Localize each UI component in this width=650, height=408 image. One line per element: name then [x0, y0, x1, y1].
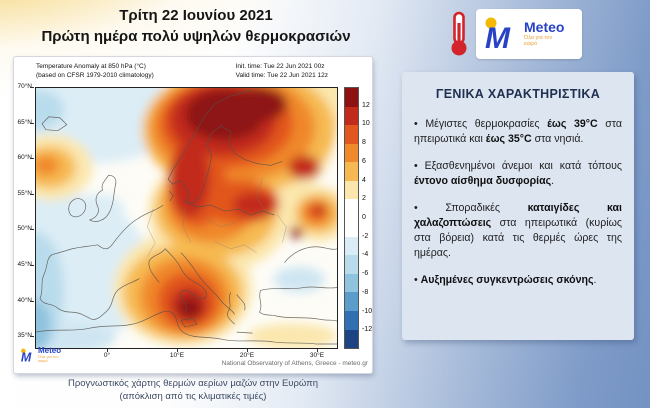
- country-borders: [147, 177, 287, 257]
- colorbar-label: 4: [362, 176, 366, 184]
- lat-tick: [30, 193, 34, 195]
- lat-tick: [30, 300, 34, 302]
- map-caption: Προγνωστικός χάρτης θερμών αερίων μαζών …: [14, 378, 372, 404]
- anomaly-field: [36, 88, 337, 348]
- lat-tick: [30, 336, 34, 338]
- title-line-2: Πρώτη ημέρα πολύ υψηλών θερμοκρασιών: [41, 27, 351, 45]
- colorbar-label: -10: [362, 307, 373, 315]
- colorbar-label: -12: [362, 326, 373, 334]
- lon-tick: [247, 349, 248, 352]
- lat-label: 60°N: [17, 154, 32, 162]
- lon-tick: [107, 349, 108, 352]
- colorbar-label: -8: [362, 288, 369, 296]
- europe-anomaly-map: [36, 88, 337, 348]
- lat-tick: [30, 87, 34, 88]
- colorbar-label: -4: [362, 251, 369, 259]
- anomaly-colorbar: [344, 87, 359, 349]
- bullet-item: • Αυξημένες συγκεντρώσεις σκόνης.: [414, 274, 597, 287]
- colorbar-segment: [345, 162, 358, 181]
- colorbar-label: 12: [362, 101, 370, 109]
- meteo-logo-box: M Meteo Όλα για τον καιρό: [476, 9, 582, 59]
- bullet-list: • Μέγιστες θερμοκρασίες έως 39°C στα ηπε…: [414, 117, 622, 288]
- colorbar-label: 8: [362, 139, 366, 147]
- title-line-1: Τρίτη 22 Ιουνίου 2021: [119, 7, 273, 24]
- meteo-m-icon: M: [485, 17, 511, 52]
- lon-tick: [317, 349, 318, 352]
- meteo-m-icon-small: M: [21, 348, 32, 363]
- colorbar-segment: [345, 199, 358, 219]
- colorbar-segment: [345, 218, 358, 237]
- map-logo-name: Meteo: [38, 346, 62, 355]
- lat-label: 35°N: [17, 332, 32, 340]
- map-subtitle: (based on CFSR 1979-2010 climatology): [36, 72, 154, 80]
- colorbar-segment: [345, 255, 358, 274]
- brand-name: Meteo: [524, 19, 565, 36]
- lat-label: 45°N: [17, 261, 32, 268]
- map-init-time: Init. time: Tue 22 Jun 2021 00z: [235, 63, 325, 70]
- bullet-item: • Μέγιστες θερμοκρασίες έως 39°C στα ηπε…: [414, 118, 622, 146]
- lon-label: 30°E: [309, 352, 325, 359]
- svg-text:M: M: [485, 22, 511, 52]
- caption-line-1: Προγνωστικός χάρτης θερμών αερίων μαζών …: [68, 378, 318, 389]
- map-title: Temperature Anomaly at 850 hPa (°C): [36, 63, 146, 70]
- colorbar-segment: [345, 143, 358, 163]
- colorbar-label: 2: [362, 195, 366, 203]
- colorbar-label: -2: [362, 232, 369, 240]
- map-meteo-logo: M Meteo Όλα για τον καιρό: [19, 347, 61, 364]
- lon-label: 0°: [103, 352, 111, 359]
- page-title: Τρίτη 22 Ιουνίου 2021 Πρώτη ημέρα πολύ υ…: [0, 6, 392, 47]
- lat-tick: [30, 229, 34, 231]
- characteristics-panel: ΓΕΝΙΚΑ ΧΑΡΑΚΤΗΡΙΣΤΙΚΑ • Μέγιστες θερμοκρ…: [402, 72, 634, 340]
- colorbar-label: -6: [362, 270, 369, 278]
- coastlines: [36, 89, 337, 345]
- svg-text:M: M: [21, 350, 32, 363]
- map-attribution: National Observatory of Athens, Greece -…: [221, 360, 368, 367]
- colorbar-segment: [345, 310, 358, 330]
- meteo-brand: M Meteo Όλα για τον καιρό: [447, 9, 582, 59]
- bullet-item: • Εξασθενημένοι άνεμοι και κατά τόπους έ…: [414, 160, 622, 188]
- lat-label: 50°N: [17, 225, 32, 233]
- lat-tick: [30, 158, 34, 160]
- colorbar-label: 0: [362, 213, 366, 221]
- lon-tick: [177, 349, 178, 352]
- lat-label: 70°N: [17, 83, 32, 90]
- colorbar-segment: [345, 273, 358, 293]
- panel-title: ΓΕΝΙΚΑ ΧΑΡΑΚΤΗΡΙΣΤΙΚΑ: [435, 87, 601, 101]
- colorbar-segment: [345, 292, 358, 311]
- bullet-item: • Σποραδικές καταιγίδες και χαλαζοπτώσει…: [414, 202, 622, 260]
- colorbar-segment: [345, 88, 358, 107]
- colorbar-segment: [345, 236, 358, 256]
- colorbar-segment: [345, 125, 358, 144]
- brand-tagline: Όλα για τον καιρό: [524, 35, 553, 48]
- colorbar-segment: [345, 106, 358, 126]
- caption-line-2: (απόκλιση από τις κλιματικές τιμές): [119, 390, 267, 402]
- map-valid-time: Valid time: Tue 22 Jun 2021 12z: [235, 72, 328, 80]
- lat-label: 55°N: [17, 189, 32, 197]
- colorbar-segment: [345, 180, 358, 200]
- thermometer-icon: [451, 11, 467, 56]
- map-logo-tagline: Όλα για τον καιρό: [38, 354, 59, 364]
- colorbar-segment: [345, 329, 358, 349]
- lat-tick: [30, 265, 34, 266]
- map-header: Temperature Anomaly at 850 hPa (°C) (bas…: [36, 62, 328, 81]
- forecast-map-card: Temperature Anomaly at 850 hPa (°C) (bas…: [14, 57, 372, 373]
- lat-label: 40°N: [17, 296, 32, 304]
- colorbar-label: 6: [362, 157, 366, 165]
- colorbar-label: 10: [362, 120, 370, 128]
- lat-label: 65°N: [17, 118, 32, 126]
- lat-tick: [30, 122, 34, 124]
- lon-label: 10°E: [169, 352, 185, 359]
- lon-label: 20°E: [239, 352, 255, 359]
- map-plot-area: [35, 87, 338, 349]
